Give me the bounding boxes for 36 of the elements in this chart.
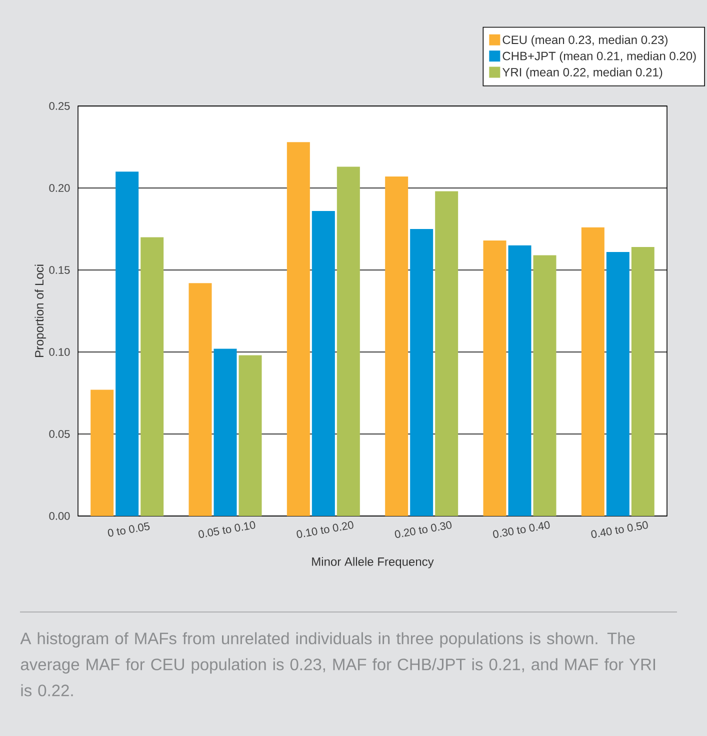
legend-label: CHB+JPT (mean 0.21, median 0.20) [502, 51, 696, 63]
y-axis-title: Proportion of Loci [34, 264, 46, 358]
y-tick-label: 0.05 [49, 430, 70, 438]
y-tick-label: 0.15 [49, 266, 70, 274]
bar [312, 210, 335, 516]
bar [631, 247, 654, 516]
text: A histogram of MAFs from unrelated individuals in three populations is shown. The average MAF for CEU population is 0.23, MAF for CHB/JPT is 0.21, and MAF for YRI is 0.22. [20, 632, 655, 696]
x-tick-label: 0.05 to 0.10 [198, 521, 256, 538]
bar [435, 191, 458, 516]
bar [581, 227, 604, 516]
y-tick-label: 0.00 [49, 512, 70, 520]
x-tick-label: 0 to 0.05 [108, 522, 150, 537]
bar [606, 252, 630, 516]
y-tick-label: 0.10 [49, 348, 70, 356]
bar [90, 390, 114, 516]
bar [533, 255, 556, 516]
bar [188, 283, 212, 516]
x-axis-title: Minor Allele Frequency [312, 557, 434, 568]
bar [286, 142, 310, 516]
y-tick-label: 0.20 [49, 184, 70, 192]
bar [214, 348, 237, 516]
bar [483, 240, 506, 516]
y-tick-label: 0.25 [49, 102, 70, 110]
legend-label: CEU (mean 0.23, median 0.23) [502, 35, 668, 46]
x-tick-label: 0.10 to 0.20 [296, 521, 354, 538]
x-tick-label: 0.40 to 0.50 [591, 521, 648, 538]
x-tick-label: 0.30 to 0.40 [493, 521, 550, 538]
bar [410, 228, 434, 516]
bar [508, 245, 532, 516]
bar [336, 166, 360, 516]
x-tick-label: 0.20 to 0.30 [394, 521, 452, 538]
bar [116, 172, 139, 516]
legend-label: YRI (mean 0.22, median 0.21) [502, 68, 662, 79]
bar [140, 237, 164, 516]
bar [385, 176, 408, 516]
bar [238, 355, 262, 516]
